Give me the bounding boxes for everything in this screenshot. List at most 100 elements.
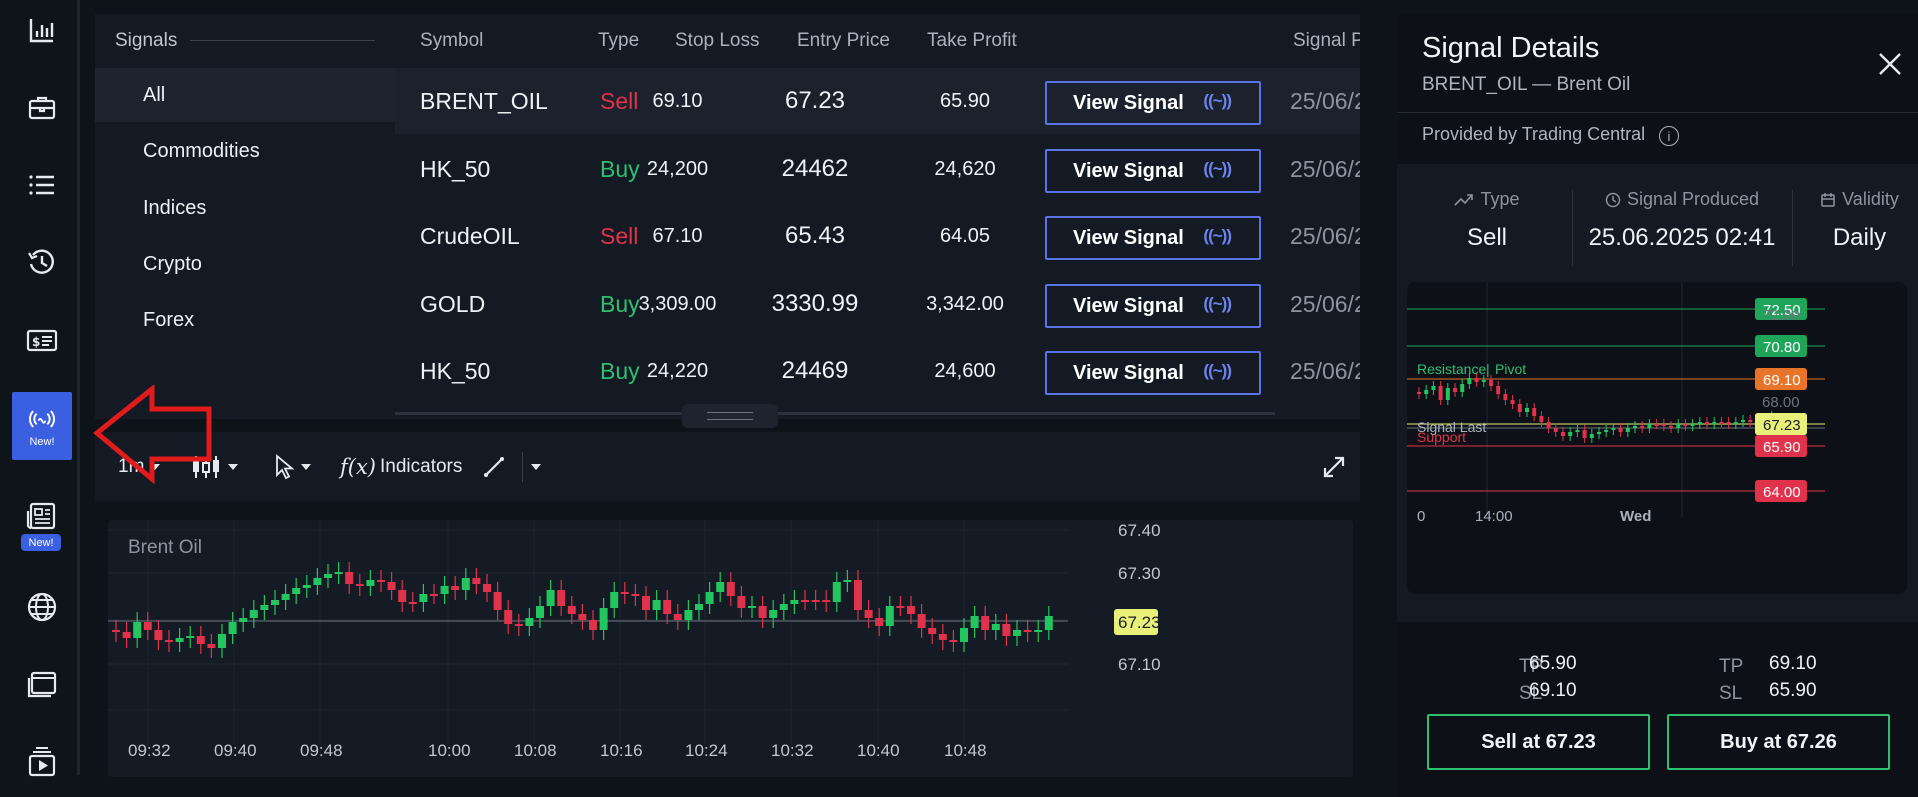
produced-label: Signal Produced <box>1626 189 1760 209</box>
candle-body <box>525 618 534 626</box>
price-tag <box>1114 609 1158 635</box>
nav-list-button[interactable] <box>12 155 72 215</box>
candle-body <box>970 616 979 628</box>
produced-value: 25.06.2025 02:41 <box>1588 224 1776 251</box>
toolbar-divider <box>522 452 523 482</box>
close-icon[interactable] <box>1875 49 1905 79</box>
candle-body <box>1748 420 1753 422</box>
category-forex[interactable]: Forex <box>143 308 195 331</box>
table-row[interactable]: HK_50 Buy 24,220 24469 24,600 View Signal ((~)… <box>395 338 1360 404</box>
candle-body <box>991 624 1000 630</box>
details-header: Signal Details BRENT_OIL — Brent Oil Pro… <box>1397 14 1918 164</box>
row-stop-loss: 24,200 <box>646 157 709 180</box>
candle-body <box>1553 428 1558 432</box>
table-scrollbar[interactable] <box>395 412 1275 415</box>
category-commodities[interactable]: Commodities <box>143 139 260 162</box>
candle-body <box>673 614 682 620</box>
panel-resize-handle[interactable] <box>682 404 778 428</box>
trend-icon <box>1454 193 1474 206</box>
candle-body <box>1539 416 1544 422</box>
sell-button[interactable]: Sell at 67.23 <box>1427 714 1650 770</box>
info-icon[interactable]: i <box>1659 126 1679 146</box>
table-row[interactable]: HK_50 Buy 24,200 24462 24,620 View Signal ((~)… <box>395 136 1360 202</box>
x-tick-label: 10:32 <box>771 741 814 760</box>
candle-body <box>249 610 258 618</box>
row-take-profit: 64.05 <box>939 224 991 247</box>
indicators-button[interactable]: f(x) Indicators <box>340 432 462 502</box>
candle-body <box>1460 384 1465 392</box>
row-signal-date: 25/06/2 <box>1290 155 1360 182</box>
category-all[interactable]: All <box>95 68 395 122</box>
header-symbol[interactable]: Symbol <box>420 30 484 51</box>
row-entry-price: 24462 <box>781 155 849 182</box>
validity-value: Daily <box>1832 224 1887 251</box>
x-tick-label: 10:24 <box>685 741 728 760</box>
view-signal-button[interactable]: View Signal ((~)) <box>1045 81 1261 125</box>
history-icon <box>28 249 54 274</box>
view-signal-button[interactable]: View Signal ((~)) <box>1045 149 1261 193</box>
candle-body <box>928 628 937 634</box>
view-signal-button[interactable]: View Signal ((~)) <box>1045 351 1261 395</box>
candle-body <box>1431 386 1436 390</box>
x-tick-label: 10:48 <box>944 741 987 760</box>
level-tag <box>1755 298 1807 320</box>
current-price-tag-label: 67.23 <box>1763 417 1801 434</box>
fullscreen-button[interactable] <box>1322 432 1346 502</box>
header-stop-loss[interactable]: Stop Loss <box>675 30 760 51</box>
view-signal-button[interactable]: View Signal ((~)) <box>1045 284 1261 328</box>
signal-mini-chart[interactable]: 72.5072.0070.8069.1068.0067.2366.8465.90… <box>1407 282 1907 594</box>
header-signal-produced[interactable]: Signal Pro <box>1293 30 1360 51</box>
candle-body <box>1445 388 1450 400</box>
signal-icon: ((~)) <box>1203 159 1232 178</box>
nav-charts-button[interactable] <box>12 0 72 60</box>
category-indices[interactable]: Indices <box>143 196 207 219</box>
candle-body <box>1690 424 1695 426</box>
signals-table: Symbol Type Stop Loss Entry Price Take P… <box>395 14 1360 419</box>
category-crypto[interactable]: Crypto <box>143 252 202 275</box>
row-type: Sell <box>600 87 639 114</box>
candle-body <box>1697 422 1702 424</box>
candle-body <box>557 590 566 606</box>
view-signal-button[interactable]: View Signal ((~)) <box>1045 216 1261 260</box>
candle-body <box>366 580 375 586</box>
main-price-chart[interactable]: Brent Oil 67.40 67.30 67.10 67.23 09:32 09:40 0… <box>108 520 1353 777</box>
candle-body <box>1640 426 1645 428</box>
buy-button[interactable]: Buy at 67.26 <box>1667 714 1890 770</box>
row-entry-price: 67.23 <box>784 87 846 114</box>
nav-education-button[interactable] <box>12 732 72 792</box>
nav-funds-button[interactable]: $ <box>12 310 72 370</box>
nav-markets-button[interactable] <box>12 577 72 637</box>
candle-body <box>175 638 184 642</box>
header-take-profit[interactable]: Take Profit <box>927 30 1017 51</box>
drawing-tool-button[interactable] <box>482 432 506 502</box>
header-type[interactable]: Type <box>598 30 640 51</box>
table-row[interactable]: BRENT_OIL Sell 69.10 67.23 65.90 View Signal (… <box>395 68 1360 134</box>
signal-icon <box>29 410 55 428</box>
nav-platform-button[interactable] <box>12 655 72 715</box>
nav-history-button[interactable] <box>12 232 72 292</box>
cursor-tool-select[interactable] <box>273 432 311 502</box>
sell-tp-value: 65.90 <box>1529 653 1577 674</box>
candle-body <box>620 592 629 594</box>
view-signal-label: View Signal <box>1073 159 1184 182</box>
candle-body <box>652 600 661 610</box>
drawing-tools-dropdown[interactable] <box>525 432 541 502</box>
new-badge: New! <box>29 436 55 448</box>
nav-news-button[interactable] <box>12 486 72 546</box>
candle-body <box>578 614 587 620</box>
candle-body <box>949 640 958 642</box>
timeframe-select[interactable]: 1m <box>118 432 161 502</box>
header-entry-price[interactable]: Entry Price <box>797 30 890 51</box>
sell-tp-label: TP <box>1519 656 1544 677</box>
pivot-label: Pivot <box>1495 361 1526 377</box>
table-row[interactable]: GOLD Buy 3,309.00 3330.99 3,342.00 View Signa… <box>395 271 1360 337</box>
clock-icon <box>1605 192 1621 207</box>
candle-body <box>917 614 926 628</box>
function-icon: f(x) <box>340 455 377 479</box>
x-tick-label: 14:00 <box>1475 508 1513 525</box>
table-row[interactable]: CrudeOIL Sell 67.10 65.43 64.05 View Signal ((… <box>395 203 1360 269</box>
candle-body <box>133 622 142 638</box>
candle-body <box>1575 430 1580 432</box>
nav-portfolio-button[interactable] <box>12 78 72 138</box>
nav-signals-button[interactable]: New! <box>12 392 72 460</box>
